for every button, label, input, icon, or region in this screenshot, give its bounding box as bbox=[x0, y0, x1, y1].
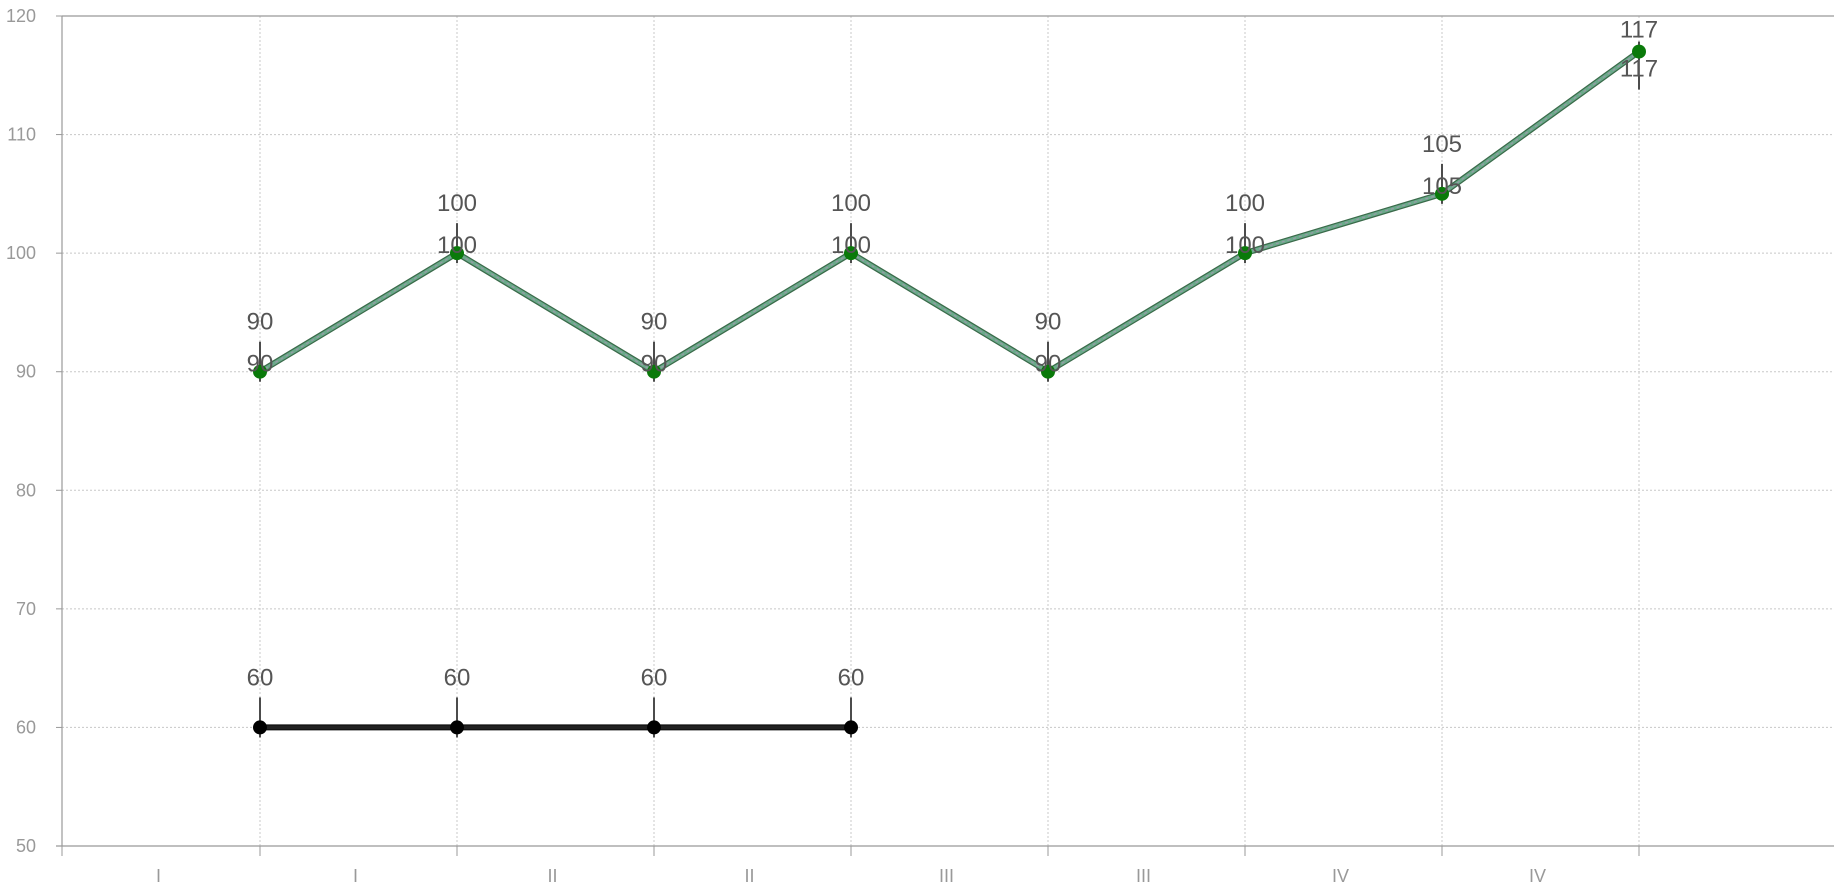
data-label: 60 bbox=[641, 664, 668, 691]
data-label: 117 bbox=[1620, 17, 1658, 44]
data-label-secondary: 100 bbox=[1225, 232, 1265, 259]
y-tick-label: 120 bbox=[6, 6, 36, 26]
y-tick-label: 70 bbox=[16, 599, 36, 619]
data-point bbox=[450, 720, 464, 735]
x-tick-label: II bbox=[744, 866, 754, 886]
data-label-secondary: 105 bbox=[1422, 173, 1462, 200]
data-point bbox=[1632, 44, 1646, 59]
data-label-secondary: 100 bbox=[831, 232, 871, 259]
data-label-secondary: 90 bbox=[247, 351, 274, 378]
x-tick-label: IV bbox=[1529, 866, 1546, 886]
x-tick-label: I bbox=[156, 866, 161, 886]
data-label: 90 bbox=[1035, 309, 1062, 336]
grid bbox=[62, 15, 1834, 847]
data-label-secondary: 100 bbox=[437, 232, 477, 259]
y-tick-label: 80 bbox=[16, 480, 36, 500]
data-point bbox=[647, 720, 661, 735]
x-tick-label: II bbox=[547, 866, 557, 886]
data-point bbox=[1435, 186, 1449, 201]
data-point bbox=[1041, 364, 1055, 379]
x-tick-label: III bbox=[939, 866, 954, 886]
series bbox=[253, 41, 1646, 738]
data-point bbox=[253, 364, 267, 379]
data-point bbox=[647, 364, 661, 379]
data-label: 100 bbox=[437, 190, 477, 217]
x-tick-label: III bbox=[1136, 866, 1151, 886]
series-line-dash bbox=[259, 51, 1640, 373]
data-label: 90 bbox=[641, 309, 668, 336]
y-tick-label: 60 bbox=[16, 717, 36, 737]
data-label-secondary: 117 bbox=[1620, 56, 1658, 83]
y-tick-label: 110 bbox=[7, 125, 36, 145]
data-label-secondary: 90 bbox=[641, 351, 668, 378]
data-label: 60 bbox=[838, 664, 865, 691]
data-label: 100 bbox=[831, 190, 871, 217]
data-point bbox=[1238, 246, 1252, 261]
data-labels: 90 90 100 100 90 90 100 100 90 90 100 100 105 105 117 1… bbox=[247, 17, 1658, 692]
x-tick-label: I bbox=[353, 866, 358, 886]
y-tick-label: 90 bbox=[16, 362, 36, 382]
y-tick-label: 100 bbox=[6, 243, 36, 263]
data-label-secondary: 90 bbox=[1035, 351, 1062, 378]
y-tick-label: 50 bbox=[16, 836, 36, 856]
data-point bbox=[844, 246, 858, 261]
data-label: 60 bbox=[247, 664, 274, 691]
x-tick-label: IV bbox=[1332, 866, 1349, 886]
data-label: 90 bbox=[247, 309, 274, 336]
data-label: 60 bbox=[444, 664, 471, 691]
data-point bbox=[450, 246, 464, 261]
data-point bbox=[844, 720, 858, 735]
data-point bbox=[253, 720, 267, 735]
data-label: 105 bbox=[1422, 131, 1462, 158]
data-label: 100 bbox=[1225, 190, 1265, 217]
